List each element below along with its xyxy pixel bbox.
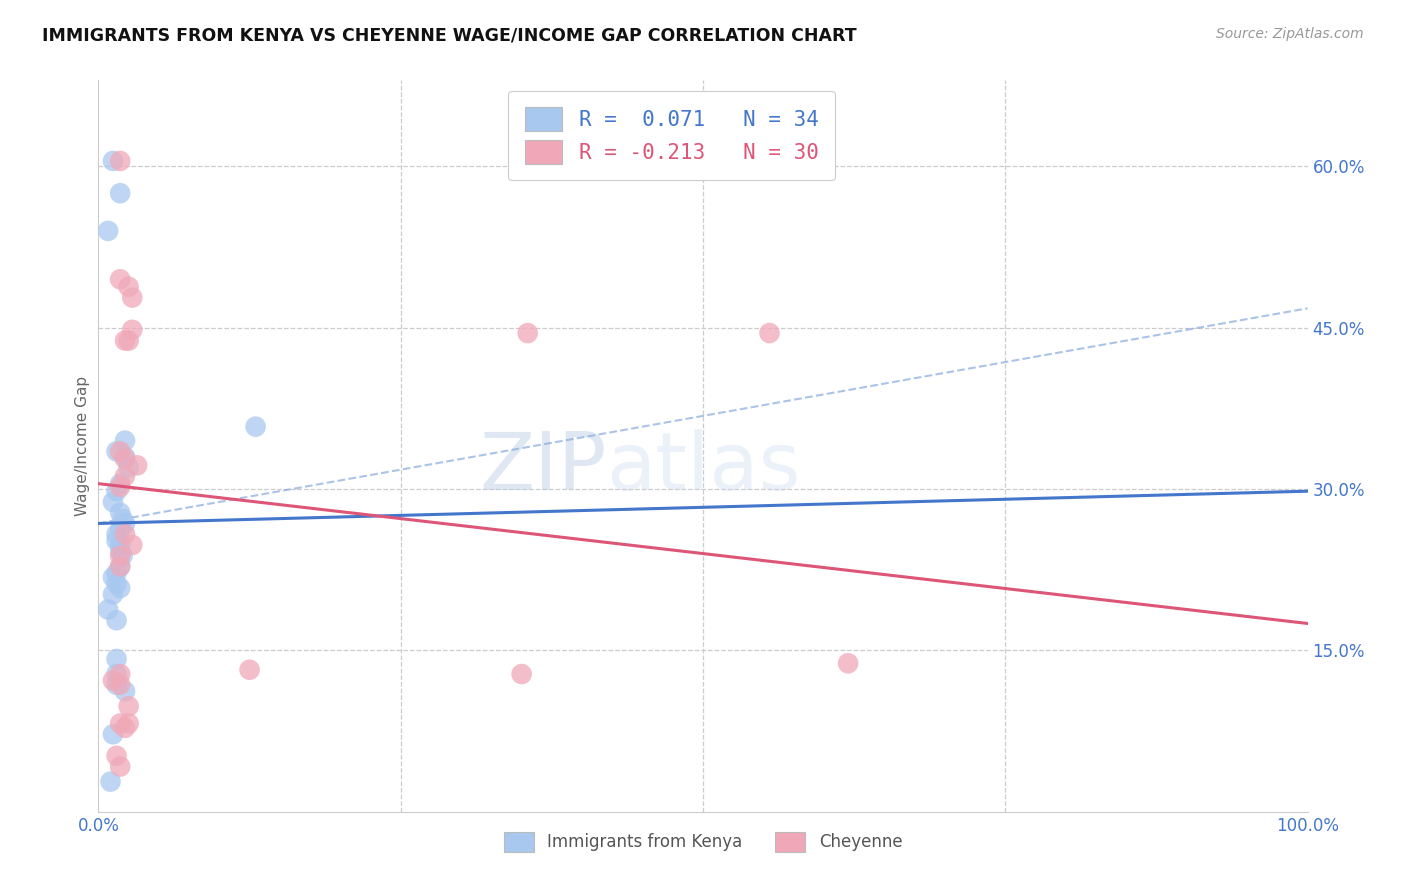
Point [121,538,143,552]
Point [105,576,128,591]
Text: IMMIGRANTS FROM KENYA VS CHEYENNE WAGE/INCOME GAP CORRELATION CHART: IMMIGRANTS FROM KENYA VS CHEYENNE WAGE/I… [42,27,856,45]
Point [108,581,131,595]
Point [118,716,141,731]
Point [108,559,131,574]
Point [114,334,136,348]
Point [118,699,141,714]
Point [108,523,131,537]
Point [108,716,131,731]
Text: ZIP: ZIP [479,429,606,507]
Point [108,549,131,563]
Point [245,419,267,434]
Point [105,566,128,580]
Point [108,544,131,558]
Point [510,667,533,681]
Point [108,759,131,773]
Point [105,444,128,458]
Point [108,476,131,491]
Point [114,451,136,466]
Point [118,334,141,348]
Point [108,444,131,458]
Point [127,458,149,473]
Point [111,549,134,563]
Point [239,663,262,677]
Point [105,667,128,681]
Point [114,434,136,448]
Point [105,484,128,499]
Point [118,280,141,294]
Point [108,559,131,574]
Point [114,516,136,531]
Point [108,667,131,681]
Point [105,527,128,541]
Point [108,506,131,520]
Point [105,678,128,692]
Point [114,721,136,735]
Point [97,602,120,616]
Point [108,272,131,286]
Text: atlas: atlas [606,429,800,507]
Point [114,684,136,698]
Point [121,323,143,337]
Point [121,291,143,305]
Point [108,186,131,201]
Y-axis label: Wage/Income Gap: Wage/Income Gap [75,376,90,516]
Point [105,613,128,627]
Point [105,748,128,763]
Point [108,678,131,692]
Point [114,450,136,464]
Point [108,480,131,494]
Text: Source: ZipAtlas.com: Source: ZipAtlas.com [1216,27,1364,41]
Legend: Immigrants from Kenya, Cheyenne: Immigrants from Kenya, Cheyenne [496,826,910,858]
Point [101,570,124,584]
Point [101,153,124,168]
Point [100,774,122,789]
Point [114,527,136,541]
Point [105,533,128,548]
Point [837,657,859,671]
Point [516,326,538,340]
Point [108,153,131,168]
Point [118,460,141,475]
Point [105,652,128,666]
Point [758,326,780,340]
Point [114,469,136,483]
Point [101,673,124,688]
Point [101,727,124,741]
Point [108,538,131,552]
Point [97,224,120,238]
Point [101,495,124,509]
Point [111,512,134,526]
Point [101,587,124,601]
